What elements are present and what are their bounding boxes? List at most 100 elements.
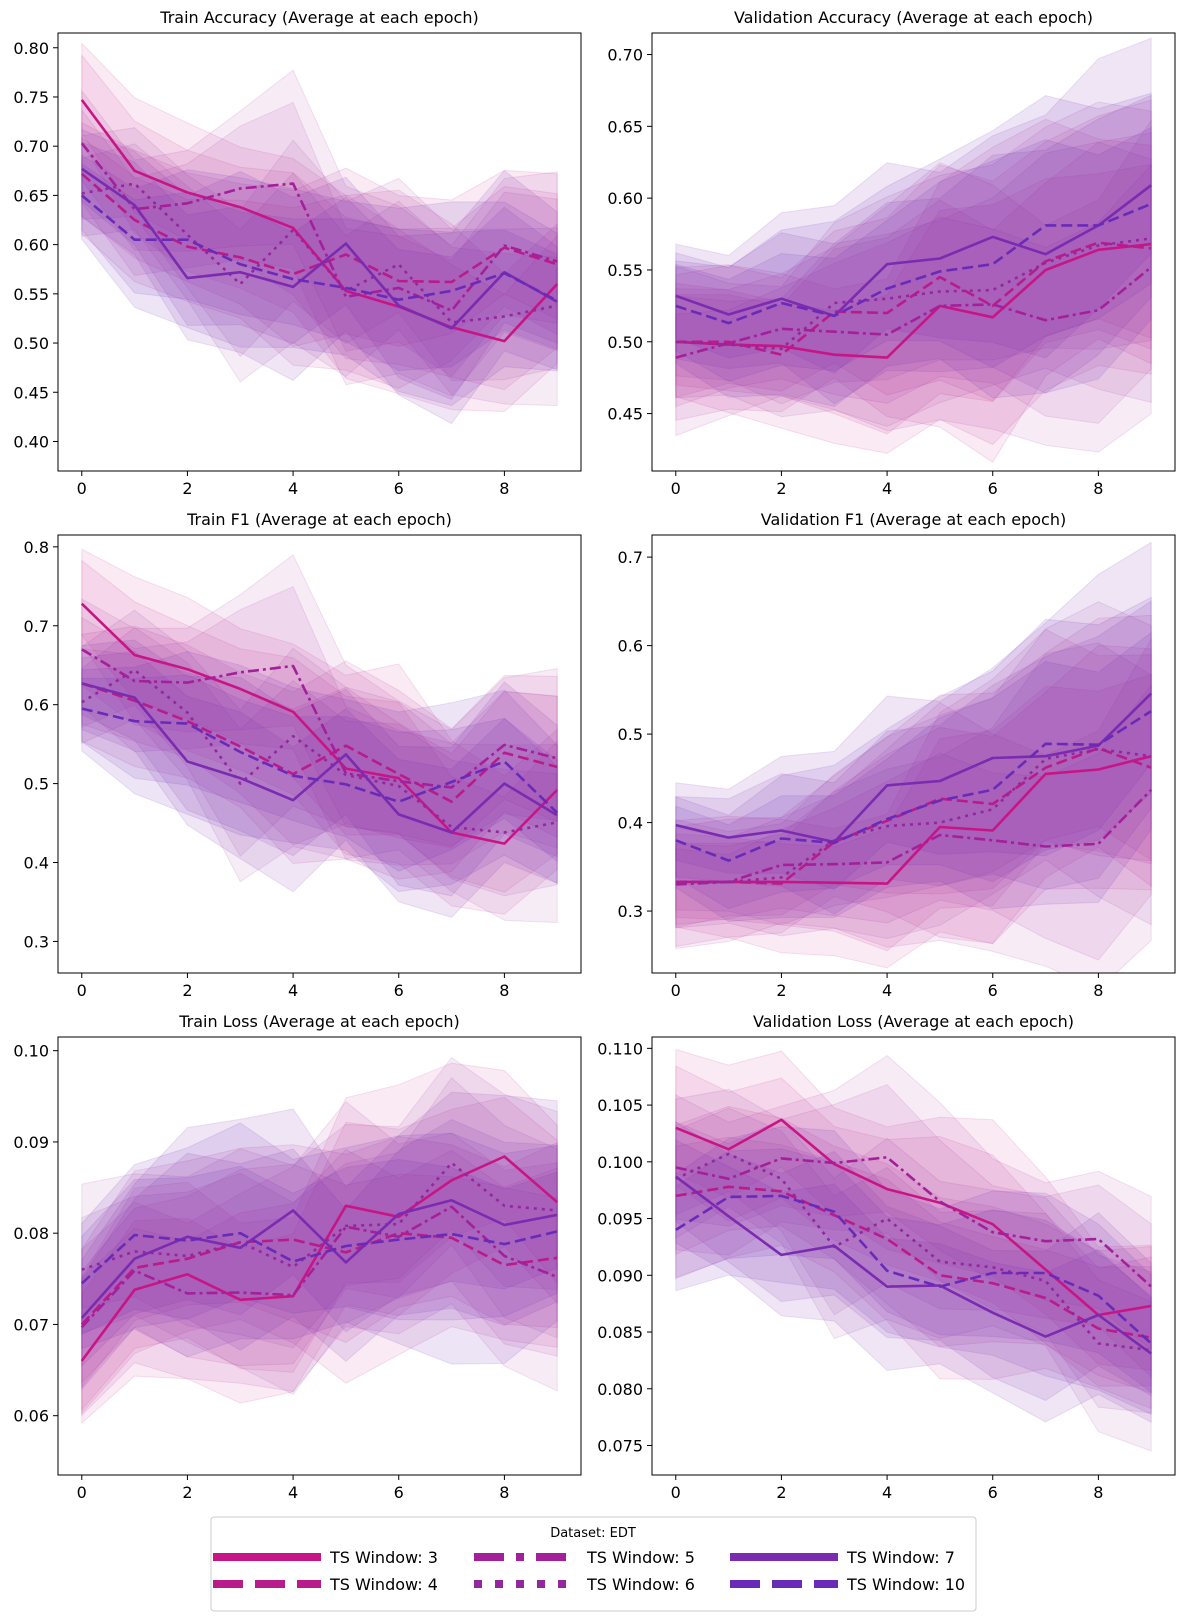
x-tick-label: 4 bbox=[882, 1483, 892, 1502]
confidence-band-2-0 bbox=[675, 637, 1152, 973]
series-line-2 bbox=[675, 1156, 1153, 1288]
y-tick-label: 0.50 bbox=[13, 334, 49, 353]
y-tick-label: 0.075 bbox=[597, 1436, 643, 1455]
axes-frame bbox=[651, 534, 1176, 974]
chart-panel-1: Validation Accuracy (Average at each epo… bbox=[607, 8, 1176, 498]
confidence-band-3-0 bbox=[675, 101, 1152, 427]
confidence-band-2-1 bbox=[675, 683, 1152, 961]
series-line-3 bbox=[675, 1152, 1152, 1352]
confidence-band-2-0 bbox=[81, 69, 558, 397]
confidence-band-0-0 bbox=[675, 118, 1152, 454]
series-line-5 bbox=[675, 710, 1152, 862]
series-line-1 bbox=[81, 682, 558, 803]
y-tick-label: 0.5 bbox=[24, 775, 49, 794]
plot-area bbox=[675, 1048, 1153, 1452]
chart-panel-4: Train Loss (Average at each epoch) 0 2 4 6 8 0… bbox=[13, 1012, 582, 1502]
y-tick-label: 0.080 bbox=[597, 1380, 643, 1399]
x-tick-label: 6 bbox=[988, 479, 998, 498]
y-tick-label: 0.3 bbox=[618, 902, 643, 921]
y-tick-label: 0.7 bbox=[618, 548, 643, 567]
x-tick-label: 6 bbox=[394, 479, 404, 498]
y-tick-label: 0.60 bbox=[13, 236, 49, 255]
confidence-band-0-1 bbox=[81, 559, 558, 893]
series-line-0 bbox=[675, 1118, 1152, 1317]
legend-label-ts6: TS Window: 6 bbox=[586, 1575, 695, 1594]
x-tick-label: 8 bbox=[499, 1483, 509, 1502]
confidence-band-1-0 bbox=[81, 1135, 558, 1415]
chart-panel-3: Validation F1 (Average at each epoch) 0 2 4… bbox=[618, 510, 1176, 1000]
y-tick-label: 0.80 bbox=[13, 39, 49, 58]
confidence-band-0-0 bbox=[675, 1048, 1152, 1387]
confidence-band-5-1 bbox=[675, 631, 1152, 910]
confidence-band-4-0 bbox=[675, 37, 1152, 405]
y-tick-label: 0.08 bbox=[13, 1224, 49, 1243]
confidence-band-0-0 bbox=[81, 1062, 558, 1425]
series-line-4 bbox=[80, 1199, 558, 1319]
series-line-5 bbox=[80, 194, 558, 302]
legend-label-ts4: TS Window: 4 bbox=[329, 1575, 438, 1594]
axes-frame bbox=[651, 32, 1176, 472]
y-tick-label: 0.110 bbox=[597, 1039, 643, 1058]
chart-title: Validation Loss (Average at each epoch) bbox=[753, 1012, 1074, 1031]
confidence-band-1-0 bbox=[675, 614, 1152, 948]
x-tick-label: 2 bbox=[182, 479, 192, 498]
chart-title: Train Accuracy (Average at each epoch) bbox=[159, 8, 478, 27]
y-tick-label: 0.06 bbox=[13, 1407, 49, 1426]
confidence-band-4-0 bbox=[675, 541, 1152, 915]
y-tick-label: 0.65 bbox=[13, 186, 49, 205]
y-tick-label: 0.8 bbox=[24, 538, 49, 557]
x-tick-label: 4 bbox=[288, 981, 298, 1000]
confidence-band-5-0 bbox=[675, 92, 1152, 408]
confidence-band-4-0 bbox=[81, 128, 558, 425]
series-line-2 bbox=[80, 142, 558, 312]
confidence-band-2-1 bbox=[81, 1148, 558, 1384]
y-tick-label: 0.70 bbox=[607, 46, 643, 65]
confidence-band-4-1 bbox=[675, 1138, 1152, 1402]
x-tick-label: 4 bbox=[882, 479, 892, 498]
confidence-band-1-0 bbox=[675, 99, 1152, 464]
confidence-band-3-0 bbox=[81, 1056, 558, 1396]
series-line-4 bbox=[675, 184, 1152, 318]
y-tick-label: 0.45 bbox=[607, 405, 643, 424]
confidence-band-3-0 bbox=[81, 609, 558, 924]
confidence-band-2-0 bbox=[675, 1054, 1152, 1378]
axes-frame bbox=[651, 1036, 1176, 1476]
legend-label-ts10: TS Window: 10 bbox=[846, 1575, 965, 1594]
series-line-0 bbox=[675, 754, 1152, 885]
series-line-0 bbox=[80, 1155, 559, 1362]
series-line-0 bbox=[80, 602, 559, 845]
series-line-0 bbox=[675, 242, 1152, 359]
y-tick-label: 0.65 bbox=[607, 117, 643, 136]
x-tick-label: 0 bbox=[77, 981, 87, 1000]
confidence-band-3-0 bbox=[675, 1088, 1152, 1452]
series-line-1 bbox=[675, 241, 1152, 356]
y-tick-label: 0.75 bbox=[13, 88, 49, 107]
confidence-band-5-1 bbox=[675, 126, 1152, 382]
x-tick-label: 0 bbox=[671, 479, 681, 498]
x-tick-label: 0 bbox=[671, 1483, 681, 1502]
legend-title: Dataset: EDT bbox=[550, 1526, 636, 1541]
series-line-5 bbox=[81, 707, 559, 814]
series-line-3 bbox=[81, 182, 558, 324]
plot-area bbox=[80, 1056, 559, 1425]
y-tick-label: 0.4 bbox=[618, 814, 643, 833]
confidence-band-1-1 bbox=[81, 1163, 558, 1389]
confidence-band-5-0 bbox=[81, 154, 558, 407]
confidence-band-5-0 bbox=[81, 1122, 558, 1365]
confidence-band-0-1 bbox=[675, 1065, 1152, 1371]
series-line-4 bbox=[81, 682, 558, 834]
legend-label-ts3: TS Window: 3 bbox=[329, 1548, 438, 1567]
confidence-band-0-0 bbox=[81, 548, 558, 915]
axes-frame bbox=[57, 534, 582, 974]
y-tick-label: 0.10 bbox=[13, 1042, 49, 1061]
y-tick-label: 0.6 bbox=[618, 637, 643, 656]
x-tick-label: 0 bbox=[77, 479, 87, 498]
x-tick-label: 8 bbox=[1093, 479, 1103, 498]
x-tick-label: 4 bbox=[288, 479, 298, 498]
confidence-band-2-1 bbox=[675, 1084, 1152, 1351]
x-tick-label: 2 bbox=[776, 479, 786, 498]
x-tick-label: 4 bbox=[882, 981, 892, 1000]
x-tick-label: 6 bbox=[988, 981, 998, 1000]
confidence-band-4-1 bbox=[81, 650, 558, 897]
